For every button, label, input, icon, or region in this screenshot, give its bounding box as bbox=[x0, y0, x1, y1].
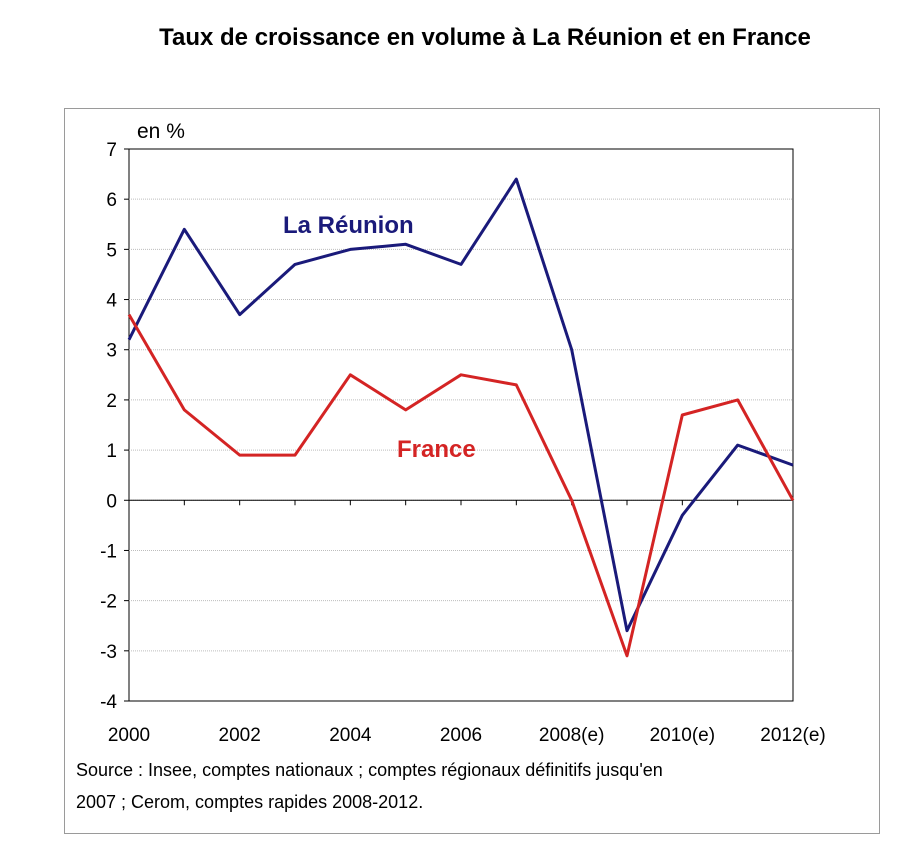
source-line-2: 2007 ; Cerom, comptes rapides 2008-2012. bbox=[76, 792, 424, 812]
series-label-la-reunion: La Réunion bbox=[283, 212, 414, 239]
y-tick-label: 6 bbox=[106, 190, 117, 211]
y-tick-label: 1 bbox=[106, 441, 117, 462]
x-tick-label: 2002 bbox=[219, 725, 261, 746]
plot-area bbox=[128, 148, 794, 702]
y-axis-unit: en % bbox=[137, 120, 185, 143]
y-tick-label: -1 bbox=[100, 541, 117, 562]
y-tick-label: 7 bbox=[106, 140, 117, 161]
x-tick-label: 2012(e) bbox=[760, 725, 826, 746]
chart-frame bbox=[64, 108, 880, 834]
x-tick-label: 2008(e) bbox=[539, 725, 605, 746]
series-label-france: France bbox=[397, 436, 476, 463]
series-line-la-reunion bbox=[127, 177, 794, 633]
y-tick-label: 0 bbox=[106, 491, 117, 512]
y-tick-label: 3 bbox=[106, 341, 117, 362]
chart-title: Taux de croissance en volume à La Réunio… bbox=[159, 24, 811, 51]
y-tick-label: -3 bbox=[100, 642, 117, 663]
x-tick-label: 2004 bbox=[329, 725, 372, 746]
series-line-france bbox=[127, 313, 795, 658]
x-tick-label: 2000 bbox=[108, 725, 150, 746]
source-line-1: Source : Insee, comptes nationaux ; comp… bbox=[76, 760, 663, 780]
x-tick-label: 2006 bbox=[440, 725, 482, 746]
y-tick-label: -4 bbox=[100, 692, 117, 713]
x-tick-label: 2010(e) bbox=[650, 725, 716, 746]
y-tick-label: -2 bbox=[100, 592, 117, 613]
y-tick-label: 2 bbox=[106, 391, 117, 412]
y-tick-label: 5 bbox=[106, 240, 117, 261]
y-tick-label: 4 bbox=[106, 291, 117, 312]
